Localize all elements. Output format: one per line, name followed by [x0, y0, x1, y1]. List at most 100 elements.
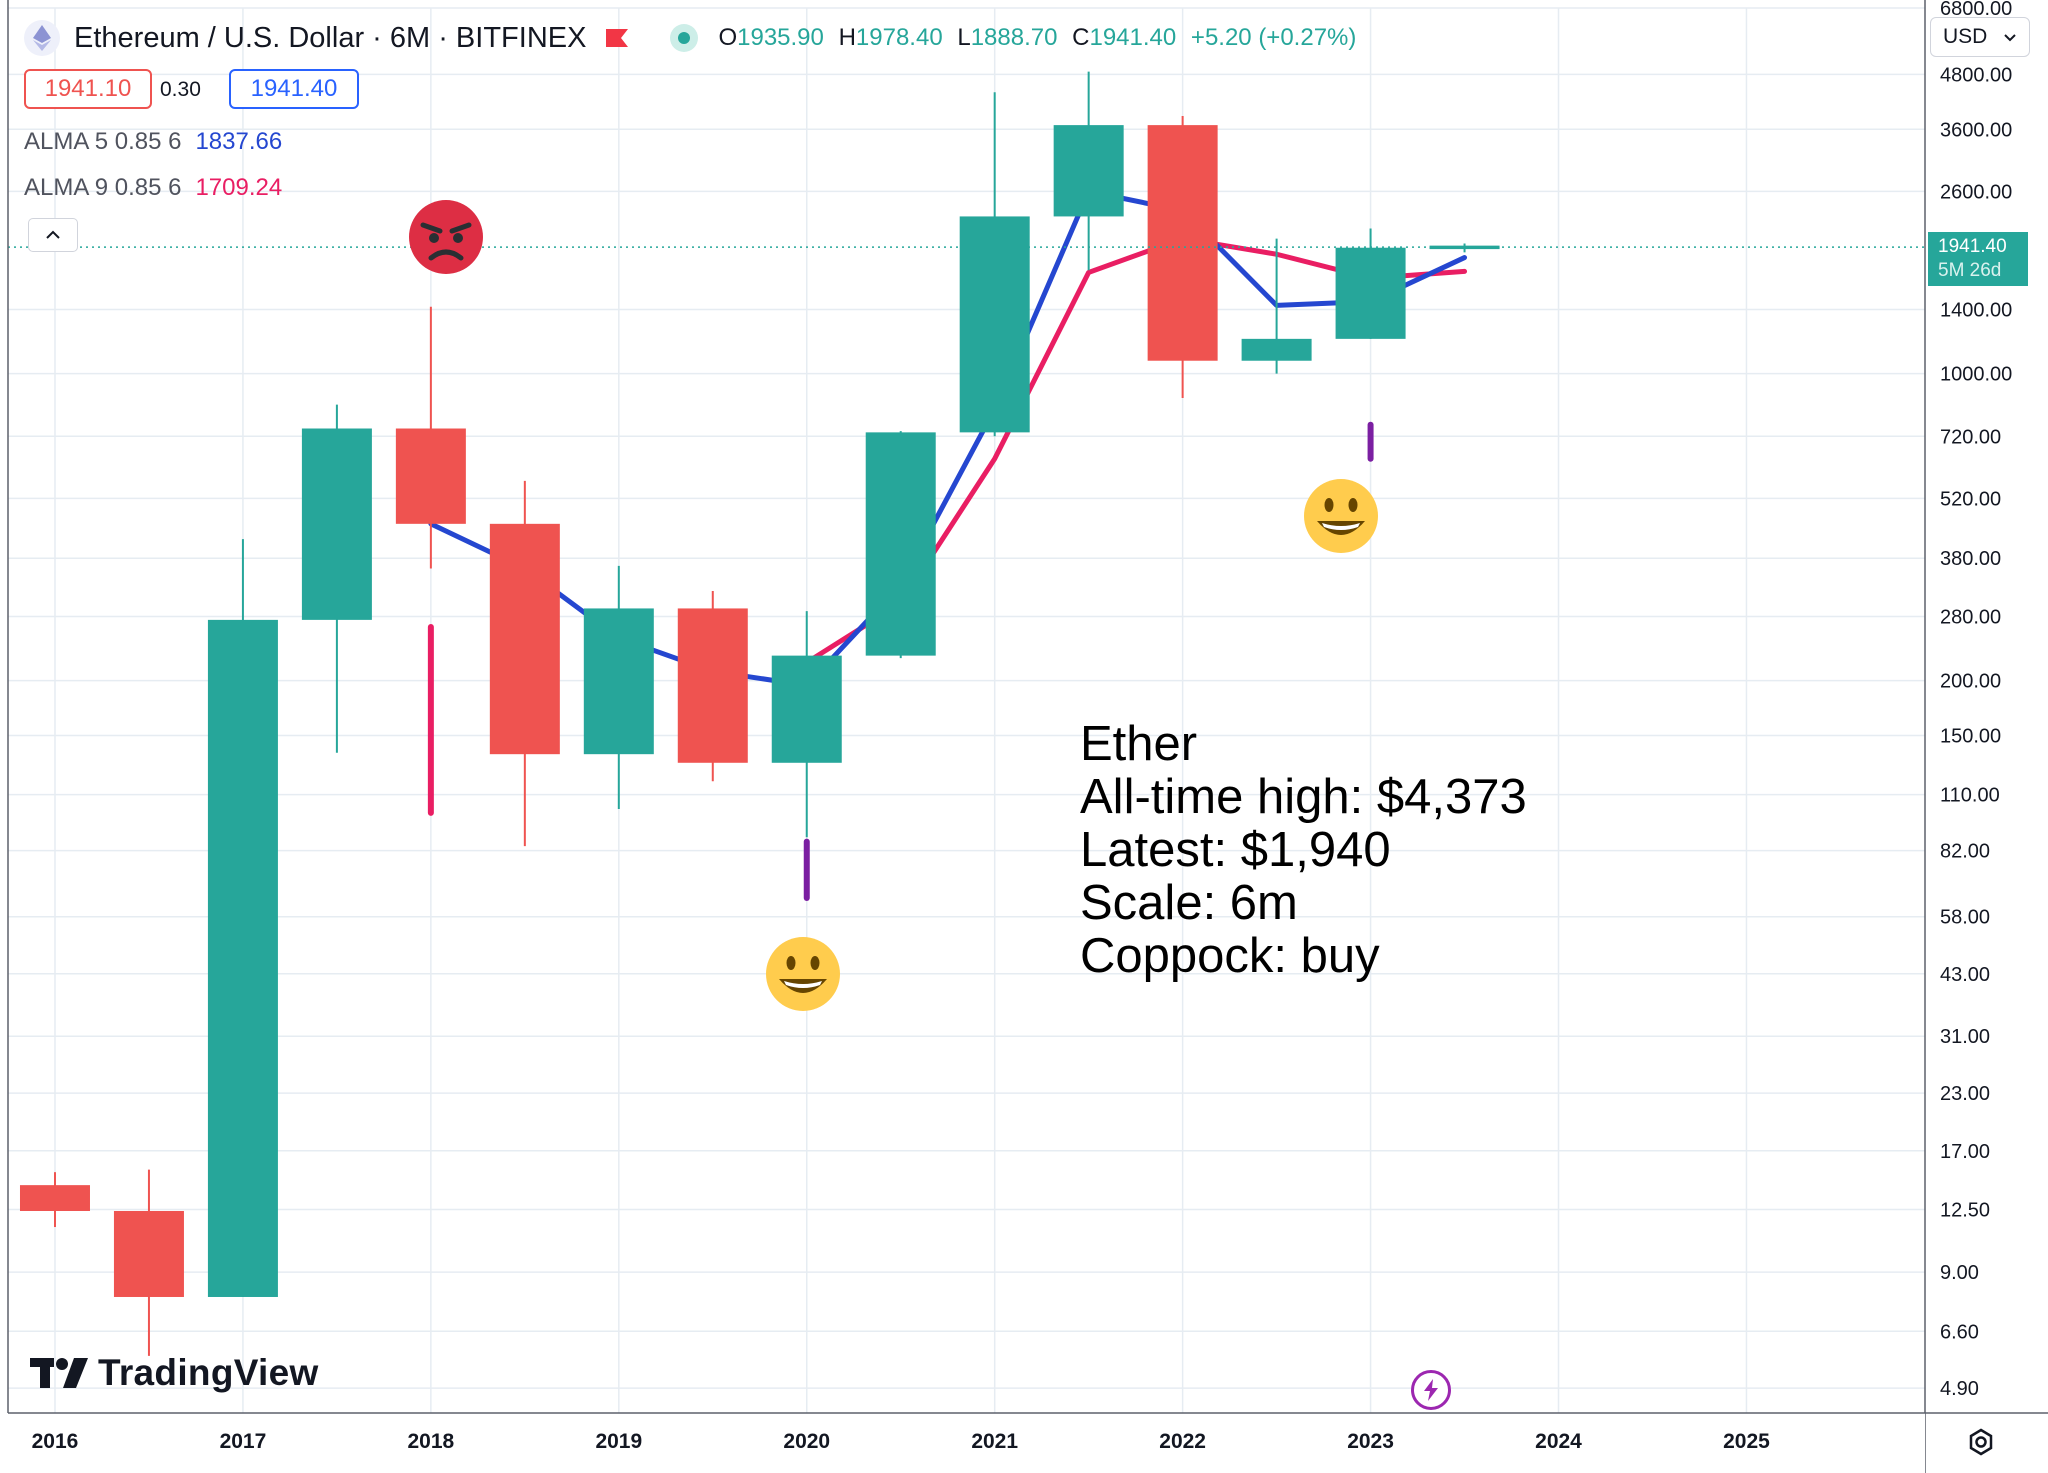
candle-body	[1147, 125, 1218, 361]
candle	[959, 92, 1030, 437]
angry-face-emoji	[409, 200, 483, 274]
close-value: 1941.40	[1089, 24, 1177, 51]
y-tick-label: 9.00	[1940, 1262, 1979, 1284]
x-tick-label: 2016	[32, 1430, 79, 1453]
ethereum-logo-icon	[24, 20, 60, 56]
x-tick-label: 2017	[220, 1430, 267, 1453]
x-tick-label: 2018	[408, 1430, 455, 1453]
y-tick-label: 4.90	[1940, 1378, 1979, 1400]
candle	[489, 480, 560, 847]
ohlc-values: O1935.90 H1978.40 L1888.70 C1941.40 +5.2…	[718, 24, 1357, 51]
candle-body	[771, 655, 842, 763]
candle	[677, 590, 748, 782]
annotation-line-2: All-time high: $4,373	[1080, 770, 1527, 824]
y-tick-label: 6800.00	[1940, 0, 2012, 20]
last-price-value: 1941.40	[1938, 236, 2007, 257]
chevron-down-icon	[2004, 33, 2016, 41]
chart-header: Ethereum / U.S. Dollar · 6M · BITFINEX O…	[0, 0, 1925, 260]
candle-body	[1241, 338, 1312, 361]
annotation-line-4: Scale: 6m	[1080, 876, 1298, 930]
y-tick-label: 17.00	[1940, 1141, 1990, 1163]
chart-annotation: Ether All-time high: $4,373 Latest: $1,9…	[1080, 718, 1527, 983]
x-tick-label: 2019	[595, 1430, 642, 1453]
x-axis-ticks: 2016 2017 2018 2019 2020 2021 2022 2023 2024 2025	[32, 1430, 1771, 1453]
chevron-up-icon	[46, 230, 60, 239]
y-tick-label: 6.60	[1940, 1321, 1979, 1343]
candle	[771, 611, 842, 838]
settings-icon	[1969, 1428, 1993, 1456]
y-tick-label: 110.00	[1940, 785, 2000, 807]
currency-value: USD	[1943, 25, 1988, 48]
candle-body	[959, 216, 1030, 433]
indicator-alma-5[interactable]: ALMA 5 0.85 6 1837.66	[24, 128, 282, 156]
candle-body	[865, 432, 936, 656]
candle-body	[1335, 247, 1406, 339]
sell-price-button[interactable]: 1941.10	[24, 69, 152, 109]
y-tick-label: 720.00	[1940, 426, 2001, 448]
lightning-button[interactable]	[1411, 1370, 1451, 1410]
x-tick-label: 2023	[1347, 1430, 1394, 1453]
x-tick-label: 2021	[971, 1430, 1018, 1453]
open-value: 1935.90	[737, 24, 824, 51]
candle	[1147, 116, 1218, 399]
y-tick-label: 380.00	[1940, 548, 2001, 570]
x-tick-label: 2022	[1159, 1430, 1206, 1453]
time-axis-bg	[0, 1413, 1925, 1473]
y-tick-label: 23.00	[1940, 1083, 1990, 1105]
y-tick-label: 2600.00	[1940, 181, 2012, 203]
candle-body	[19, 1185, 90, 1211]
change-value: +5.20 (+0.27%)	[1190, 24, 1357, 51]
y-tick-label: 31.00	[1940, 1026, 1990, 1048]
candle-body	[677, 608, 748, 763]
x-tick-label: 2020	[783, 1430, 830, 1453]
candle	[207, 539, 278, 1297]
y-tick-label: 82.00	[1940, 841, 1990, 863]
smiley-face-emoji	[1304, 479, 1378, 553]
y-tick-label: 1400.00	[1940, 299, 2012, 321]
annotation-line-3: Latest: $1,940	[1080, 823, 1391, 877]
tradingview-logo-icon	[30, 1358, 88, 1388]
y-tick-label: 43.00	[1940, 964, 1990, 986]
candle-body	[207, 619, 278, 1297]
candle	[395, 306, 466, 569]
x-tick-label: 2025	[1723, 1430, 1770, 1453]
collapse-legend-button[interactable]	[28, 218, 78, 252]
candle-body	[113, 1210, 184, 1297]
y-tick-label: 58.00	[1940, 907, 1990, 929]
y-tick-label: 520.00	[1940, 488, 2001, 510]
currency-selector[interactable]: USD	[1930, 17, 2030, 57]
red-flag-icon[interactable]	[606, 27, 629, 49]
y-tick-label: 4800.00	[1940, 64, 2012, 86]
candle	[1053, 71, 1124, 271]
annotation-line-5: Coppock: buy	[1080, 929, 1380, 983]
buy-price-button[interactable]: 1941.40	[229, 69, 359, 109]
y-tick-label: 1000.00	[1940, 364, 2012, 386]
bar-countdown: 5M 26d	[1938, 260, 2002, 281]
low-value: 1888.70	[970, 24, 1058, 51]
candle-body	[395, 428, 466, 524]
status-dot-icon	[670, 24, 699, 52]
indicator-label: ALMA 5 0.85 6	[24, 128, 182, 155]
y-tick-label: 200.00	[1940, 671, 2001, 693]
indicator-alma-9[interactable]: ALMA 9 0.85 6 1709.24	[24, 174, 282, 202]
tradingview-wordmark: TradingView	[98, 1352, 319, 1393]
settings-button[interactable]	[1963, 1424, 1999, 1460]
symbol-title[interactable]: Ethereum / U.S. Dollar · 6M · BITFINEX	[74, 21, 587, 54]
candle	[301, 404, 372, 753]
candle	[19, 1172, 90, 1228]
indicator-label: ALMA 9 0.85 6	[24, 174, 182, 201]
candle-body	[1053, 125, 1124, 217]
spread-value: 0.30	[160, 78, 201, 101]
annotation-line-1: Ether	[1080, 717, 1198, 771]
candle	[865, 431, 936, 659]
candle	[1335, 228, 1406, 339]
y-tick-label: 280.00	[1940, 606, 2001, 628]
candles	[19, 71, 1500, 1356]
high-value: 1978.40	[855, 24, 943, 51]
candle	[1241, 238, 1312, 374]
smiley-face-emoji	[766, 937, 840, 1011]
x-tick-label: 2024	[1535, 1430, 1582, 1453]
last-price-label: 1941.40 5M 26d	[1928, 232, 2028, 286]
